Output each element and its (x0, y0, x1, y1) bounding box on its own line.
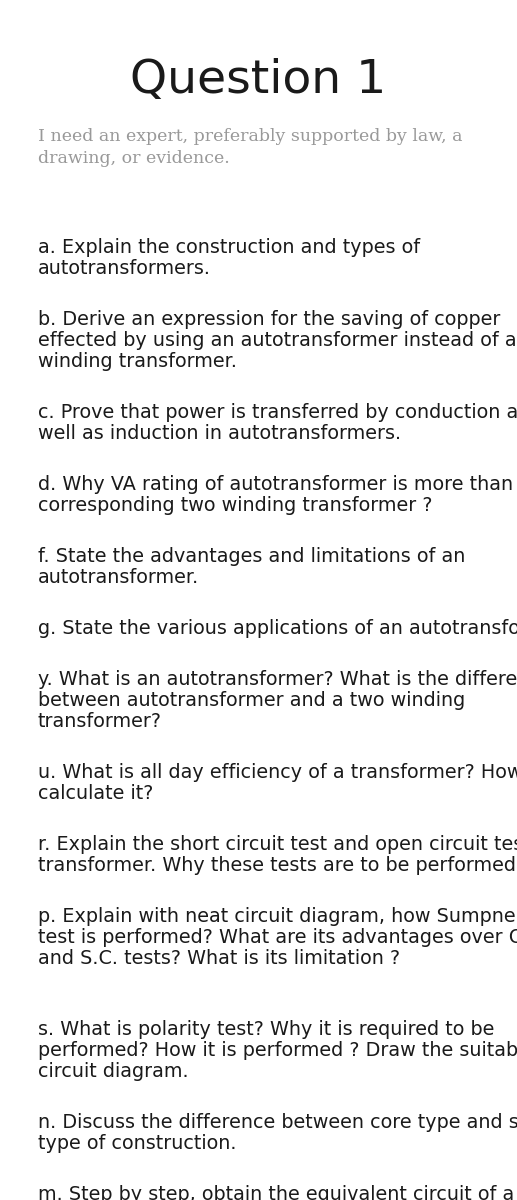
Text: b. Derive an expression for the saving of copper: b. Derive an expression for the saving o… (38, 310, 500, 329)
Text: circuit diagram.: circuit diagram. (38, 1062, 189, 1081)
Text: winding transformer.: winding transformer. (38, 352, 237, 371)
Text: and S.C. tests? What is its limitation ?: and S.C. tests? What is its limitation ? (38, 949, 400, 968)
Text: s. What is polarity test? Why it is required to be: s. What is polarity test? Why it is requ… (38, 1020, 494, 1039)
Text: effected by using an autotransformer instead of a two: effected by using an autotransformer ins… (38, 331, 517, 350)
Text: d. Why VA rating of autotransformer is more than the: d. Why VA rating of autotransformer is m… (38, 475, 517, 494)
Text: m. Step by step, obtain the equivalent circuit of a: m. Step by step, obtain the equivalent c… (38, 1186, 514, 1200)
Text: y. What is an autotransformer? What is the difference: y. What is an autotransformer? What is t… (38, 670, 517, 689)
Text: transformer. Why these tests are to be performed ?: transformer. Why these tests are to be p… (38, 856, 517, 875)
Text: between autotransformer and a two winding: between autotransformer and a two windin… (38, 691, 465, 710)
Text: autotransformers.: autotransformers. (38, 259, 211, 278)
Text: test is performed? What are its advantages over O.C.: test is performed? What are its advantag… (38, 928, 517, 947)
Text: I need an expert, preferably supported by law, a: I need an expert, preferably supported b… (38, 128, 463, 145)
Text: a. Explain the construction and types of: a. Explain the construction and types of (38, 238, 420, 257)
Text: p. Explain with neat circuit diagram, how Sumpner's: p. Explain with neat circuit diagram, ho… (38, 907, 517, 926)
Text: r. Explain the short circuit test and open circuit test on: r. Explain the short circuit test and op… (38, 835, 517, 854)
Text: type of construction.: type of construction. (38, 1134, 236, 1153)
Text: u. What is all day efficiency of a transformer? How to: u. What is all day efficiency of a trans… (38, 763, 517, 782)
Text: Question 1: Question 1 (130, 58, 387, 103)
Text: corresponding two winding transformer ?: corresponding two winding transformer ? (38, 496, 433, 515)
Text: c. Prove that power is transferred by conduction as: c. Prove that power is transferred by co… (38, 403, 517, 422)
Text: g. State the various applications of an autotransformer.: g. State the various applications of an … (38, 619, 517, 638)
Text: well as induction in autotransformers.: well as induction in autotransformers. (38, 424, 401, 443)
Text: drawing, or evidence.: drawing, or evidence. (38, 150, 230, 167)
Text: n. Discuss the difference between core type and shell: n. Discuss the difference between core t… (38, 1114, 517, 1132)
Text: autotransformer.: autotransformer. (38, 568, 199, 587)
Text: f. State the advantages and limitations of an: f. State the advantages and limitations … (38, 547, 465, 566)
Text: performed? How it is performed ? Draw the suitable: performed? How it is performed ? Draw th… (38, 1040, 517, 1060)
Text: transformer?: transformer? (38, 712, 162, 731)
Text: calculate it?: calculate it? (38, 784, 154, 803)
